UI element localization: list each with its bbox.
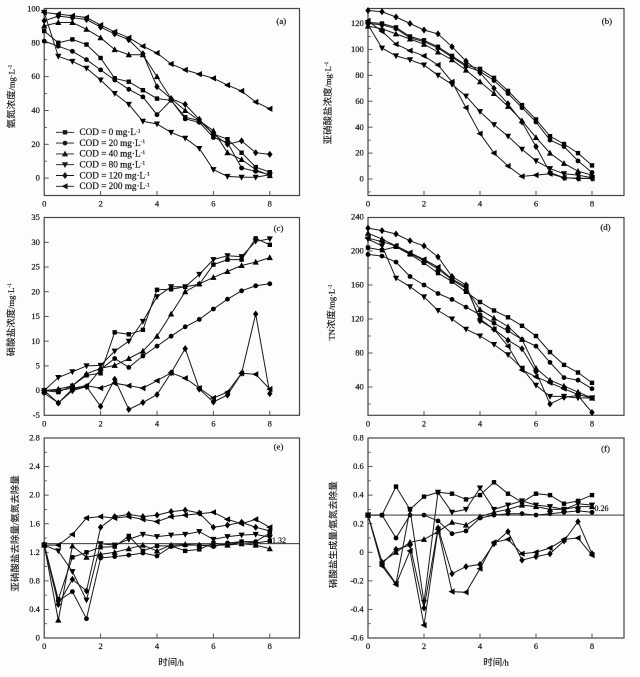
svg-text:COD = 40 mg·L-1: COD = 40 mg·L-1	[80, 149, 146, 159]
svg-text:1.32: 1.32	[272, 536, 286, 545]
svg-text:/mg·L-1: /mg·L-1	[6, 283, 16, 309]
svg-text:2: 2	[98, 199, 102, 209]
svg-text:6: 6	[534, 199, 538, 209]
svg-text:/mg·L-1: /mg·L-1	[327, 284, 337, 310]
svg-text:0: 0	[359, 547, 363, 557]
svg-text:/mg·L-1: /mg·L-1	[7, 64, 17, 90]
svg-text:25: 25	[31, 262, 40, 272]
svg-text:2: 2	[422, 419, 426, 429]
svg-text:COD = 200 mg·L-1: COD = 200 mg·L-1	[80, 181, 151, 191]
svg-text:8: 8	[590, 641, 594, 651]
svg-text:0.6: 0.6	[353, 461, 364, 471]
svg-text:0: 0	[36, 633, 40, 643]
svg-text:8: 8	[268, 199, 272, 209]
svg-text:0: 0	[366, 641, 370, 651]
svg-text:240: 240	[351, 212, 364, 222]
svg-text:2.0: 2.0	[29, 490, 40, 500]
svg-text:0.26: 0.26	[595, 504, 609, 513]
svg-text:4: 4	[478, 199, 483, 209]
svg-text:2: 2	[98, 641, 102, 651]
svg-text:(f): (f)	[601, 444, 610, 454]
svg-text:COD = 0 mg·L-1: COD = 0 mg·L-1	[80, 127, 141, 137]
svg-text:100: 100	[27, 4, 40, 14]
svg-text:40: 40	[355, 122, 364, 132]
svg-text:5: 5	[36, 360, 40, 370]
svg-text:0: 0	[42, 641, 46, 651]
svg-text:0.4: 0.4	[353, 490, 364, 500]
svg-text:/: /	[329, 528, 339, 531]
svg-text:2: 2	[422, 199, 426, 209]
svg-text:-0.2: -0.2	[350, 575, 363, 585]
svg-text:0.2: 0.2	[353, 518, 364, 528]
svg-text:6: 6	[534, 419, 538, 429]
svg-text:0.8: 0.8	[29, 575, 40, 585]
svg-text:(c): (c)	[274, 223, 284, 233]
svg-text:20: 20	[31, 286, 40, 296]
svg-text:40: 40	[355, 382, 364, 392]
svg-text:40: 40	[31, 105, 40, 115]
svg-text:2: 2	[422, 641, 426, 651]
svg-text:0: 0	[36, 173, 40, 183]
svg-text:30: 30	[31, 237, 40, 247]
svg-text:/h: /h	[177, 658, 184, 668]
svg-text:160: 160	[351, 280, 364, 290]
svg-text:120: 120	[351, 314, 364, 324]
svg-text:15: 15	[31, 311, 40, 321]
svg-text:0: 0	[359, 174, 363, 184]
svg-text:6: 6	[534, 641, 538, 651]
svg-text:(d): (d)	[600, 222, 610, 232]
svg-text:COD = 80 mg·L-1: COD = 80 mg·L-1	[80, 160, 146, 170]
svg-text:0: 0	[42, 199, 46, 209]
svg-text:80: 80	[31, 37, 40, 47]
svg-text:8: 8	[268, 419, 272, 429]
svg-text:COD = 120 mg·L-1: COD = 120 mg·L-1	[80, 170, 151, 180]
svg-text:0: 0	[42, 419, 46, 429]
svg-text:1.6: 1.6	[29, 518, 40, 528]
svg-text:4: 4	[478, 641, 483, 651]
svg-text:6: 6	[211, 199, 215, 209]
svg-text:/: /	[10, 522, 20, 525]
svg-text:60: 60	[355, 96, 364, 106]
svg-text:120: 120	[351, 18, 364, 28]
svg-text:0.8: 0.8	[353, 433, 364, 443]
svg-text:8: 8	[268, 641, 272, 651]
svg-text:COD = 20 mg·L-1: COD = 20 mg·L-1	[80, 138, 146, 148]
svg-text:-5: -5	[33, 410, 40, 420]
svg-text:2.8: 2.8	[29, 433, 40, 443]
svg-text:4: 4	[478, 419, 483, 429]
svg-text:1.2: 1.2	[29, 547, 40, 557]
svg-text:2.4: 2.4	[29, 461, 40, 471]
svg-text:0.4: 0.4	[29, 604, 40, 614]
svg-text:4: 4	[155, 419, 160, 429]
svg-text:/mg·L-1: /mg·L-1	[323, 61, 333, 87]
svg-text:4: 4	[155, 641, 160, 651]
svg-text:8: 8	[590, 419, 594, 429]
svg-text:0: 0	[366, 199, 370, 209]
svg-text:TN: TN	[327, 329, 337, 340]
svg-text:(a): (a)	[276, 16, 286, 26]
svg-text:-0.4: -0.4	[350, 604, 364, 614]
svg-text:0: 0	[36, 385, 40, 395]
svg-text:6: 6	[211, 419, 215, 429]
svg-text:20: 20	[31, 139, 40, 149]
svg-text:8: 8	[590, 199, 594, 209]
svg-text:20: 20	[355, 148, 364, 158]
svg-text:0: 0	[366, 419, 370, 429]
svg-text:80: 80	[355, 348, 364, 358]
svg-text:10: 10	[31, 336, 40, 346]
svg-text:60: 60	[31, 71, 40, 81]
svg-text:(e): (e)	[274, 442, 284, 452]
svg-text:4: 4	[155, 199, 160, 209]
svg-text:100: 100	[351, 44, 364, 54]
svg-text:-0.6: -0.6	[350, 633, 363, 643]
svg-text:80: 80	[355, 70, 364, 80]
svg-text:(b): (b)	[602, 16, 612, 26]
svg-text:200: 200	[351, 246, 364, 256]
svg-text:35: 35	[31, 212, 40, 222]
svg-text:6: 6	[211, 641, 215, 651]
svg-text:2: 2	[98, 419, 102, 429]
svg-text:/h: /h	[502, 658, 509, 668]
